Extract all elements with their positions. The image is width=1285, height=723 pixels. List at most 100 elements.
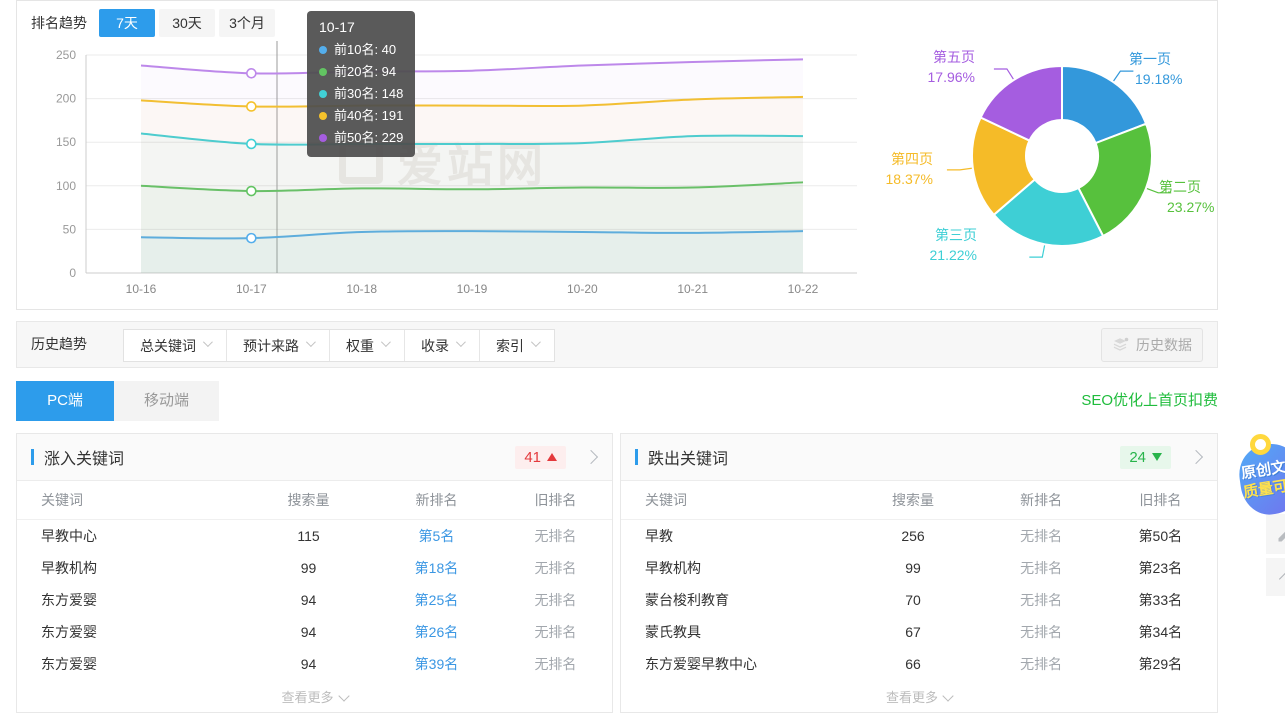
keyword-cell: 早教机构 — [41, 560, 97, 576]
filter-dropdown-总关键词[interactable]: 总关键词 — [124, 330, 227, 361]
table-row: 东方爱婴 94 第26名 无排名 — [17, 616, 612, 648]
chevron-up-icon — [1278, 571, 1285, 587]
old-rank-cell: 无排名 — [534, 592, 577, 608]
new-rank-cell[interactable]: 第18名 — [414, 560, 459, 576]
donut-label-page1: 第一页 19.18% — [1129, 51, 1183, 87]
promo-badge[interactable]: 原创文 质量可 — [1235, 434, 1285, 526]
donut-label-page3: 第三页 21.22% — [929, 227, 977, 263]
table-title: 涨入关键词 — [44, 451, 125, 468]
show-more-button[interactable]: 查看更多 — [621, 680, 1217, 712]
volume-cell: 99 — [300, 560, 317, 576]
keyword-cell: 早教中心 — [41, 528, 97, 544]
old-rank-cell: 无排名 — [534, 528, 577, 544]
old-rank-cell: 第50名 — [1138, 528, 1183, 544]
layers-icon — [1113, 337, 1129, 351]
old-rank-cell: 第33名 — [1138, 592, 1183, 608]
chevron-down-icon — [455, 337, 466, 348]
table-expand-button[interactable] — [583, 449, 599, 465]
pencil-icon — [1278, 531, 1285, 542]
svg-text:250: 250 — [56, 48, 76, 62]
column-header: 搜索量 — [892, 492, 935, 508]
svg-text:10-20: 10-20 — [567, 282, 598, 296]
trend-tab-30天[interactable]: 30天 — [159, 9, 215, 37]
table-column-headers: 关键词 搜索量 新排名 旧排名 — [17, 481, 612, 520]
old-rank-cell: 第29名 — [1138, 656, 1183, 672]
volume-cell: 99 — [905, 560, 921, 576]
back-to-top-button[interactable] — [1266, 558, 1285, 596]
rank-trend-line-chart[interactable]: 0 50 100 150 200 250 10-16 10-17 10-18 10-19 10-20… — [17, 1, 1219, 311]
aizhan-watermark: 爱站网 — [339, 129, 547, 195]
show-more-button[interactable]: 查看更多 — [17, 680, 612, 712]
svg-text:10-22: 10-22 — [788, 282, 819, 296]
table-expand-button[interactable] — [1188, 449, 1204, 465]
new-rank-cell[interactable]: 第39名 — [414, 656, 459, 672]
table-row: 蒙氏教具 67 无排名 第34名 — [621, 616, 1217, 648]
volume-cell: 67 — [905, 624, 921, 640]
table-column-headers: 关键词 搜索量 新排名 旧排名 — [621, 481, 1217, 520]
chevron-down-icon — [530, 337, 541, 348]
feedback-edit-button[interactable] — [1266, 514, 1285, 554]
chevron-down-icon — [305, 337, 316, 348]
new-rank-cell[interactable]: 第5名 — [418, 528, 455, 544]
new-rank-cell: 无排名 — [1020, 624, 1063, 640]
keyword-cell: 蒙氏教具 — [645, 624, 701, 640]
filter-dropdown-收录[interactable]: 收录 — [405, 330, 480, 361]
keyword-cell: 东方爱婴 — [41, 592, 97, 608]
rising-keywords-table: 涨入关键词 41 关键词 搜索量 新排名 旧排名 早教中心 115 第5名 无排名 早教机构 99 第1… — [16, 433, 613, 713]
keyword-cell: 东方爱婴早教中心 — [645, 656, 757, 672]
page-distribution-donut-chart[interactable] — [927, 46, 1207, 271]
new-rank-cell[interactable]: 第25名 — [414, 592, 459, 608]
column-header: 搜索量 — [287, 492, 330, 508]
accent-bar — [635, 449, 638, 465]
chevron-down-icon — [942, 690, 954, 702]
trend-tab-3个月[interactable]: 3个月 — [219, 9, 275, 37]
table-row: 早教机构 99 无排名 第23名 — [621, 552, 1217, 584]
svg-text:10-17: 10-17 — [236, 282, 267, 296]
chevron-down-icon — [202, 337, 213, 348]
table-row: 早教机构 99 第18名 无排名 — [17, 552, 612, 584]
trend-tab-7天[interactable]: 7天 — [99, 9, 155, 37]
volume-cell: 94 — [300, 656, 317, 672]
tab-mobile[interactable]: 移动端 — [114, 381, 219, 421]
old-rank-cell: 第34名 — [1138, 624, 1183, 640]
keyword-cell: 东方爱婴 — [41, 624, 97, 640]
new-rank-cell[interactable]: 第26名 — [414, 624, 459, 640]
filter-dropdown-权重[interactable]: 权重 — [330, 330, 405, 361]
filter-dropdown-预计来路[interactable]: 预计来路 — [227, 330, 330, 361]
show-more-label: 查看更多 — [885, 689, 938, 705]
triangle-up-icon — [547, 453, 557, 461]
history-trend-label: 历史趋势 — [31, 336, 87, 352]
rank-trend-card: 排名趋势 7天 30天 3个月 爱站网 0 50 100 150 200 250 10-16 10… — [16, 0, 1218, 310]
new-rank-cell: 无排名 — [1020, 528, 1063, 544]
table-row: 早教 256 无排名 第50名 — [621, 520, 1217, 552]
keyword-cell: 东方爱婴 — [41, 656, 97, 672]
chevron-right-icon — [583, 449, 599, 465]
column-header: 旧排名 — [534, 492, 577, 508]
table-row: 东方爱婴早教中心 66 无排名 第29名 — [621, 648, 1217, 680]
svg-text:10-16: 10-16 — [126, 282, 157, 296]
history-trend-bar: 历史趋势 总关键词 预计来路 权重 收录 索引 历史数据 — [16, 321, 1218, 368]
trend-range-tabs: 7天 30天 3个月 — [99, 9, 275, 37]
donut-label-page2: 第二页 23.27% — [1159, 179, 1215, 215]
history-data-button[interactable]: 历史数据 — [1101, 328, 1203, 362]
chevron-down-icon — [380, 337, 391, 348]
table-row: 早教中心 115 第5名 无排名 — [17, 520, 612, 552]
rank-trend-header: 排名趋势 7天 30天 3个月 — [31, 9, 275, 37]
filter-dropdown-索引[interactable]: 索引 — [480, 330, 554, 361]
volume-cell: 94 — [300, 624, 317, 640]
new-rank-cell: 无排名 — [1020, 560, 1063, 576]
tab-pc[interactable]: PC端 — [16, 381, 114, 421]
svg-text:100: 100 — [56, 179, 76, 193]
svg-text:200: 200 — [56, 92, 76, 106]
donut-label-page4: 第四页 18.37% — [885, 151, 933, 187]
triangle-down-icon — [1152, 453, 1162, 461]
table-header: 跌出关键词 24 — [621, 434, 1217, 481]
old-rank-cell: 无排名 — [534, 560, 577, 576]
keyword-cell: 早教 — [645, 528, 673, 544]
table-row: 蒙台梭利教育 70 无排名 第33名 — [621, 584, 1217, 616]
filter-label: 索引 — [496, 337, 524, 354]
old-rank-cell: 第23名 — [1138, 560, 1183, 576]
seo-promo-link[interactable]: SEO优化上首页扣费 — [1081, 392, 1218, 409]
table-row: 东方爱婴 94 第39名 无排名 — [17, 648, 612, 680]
